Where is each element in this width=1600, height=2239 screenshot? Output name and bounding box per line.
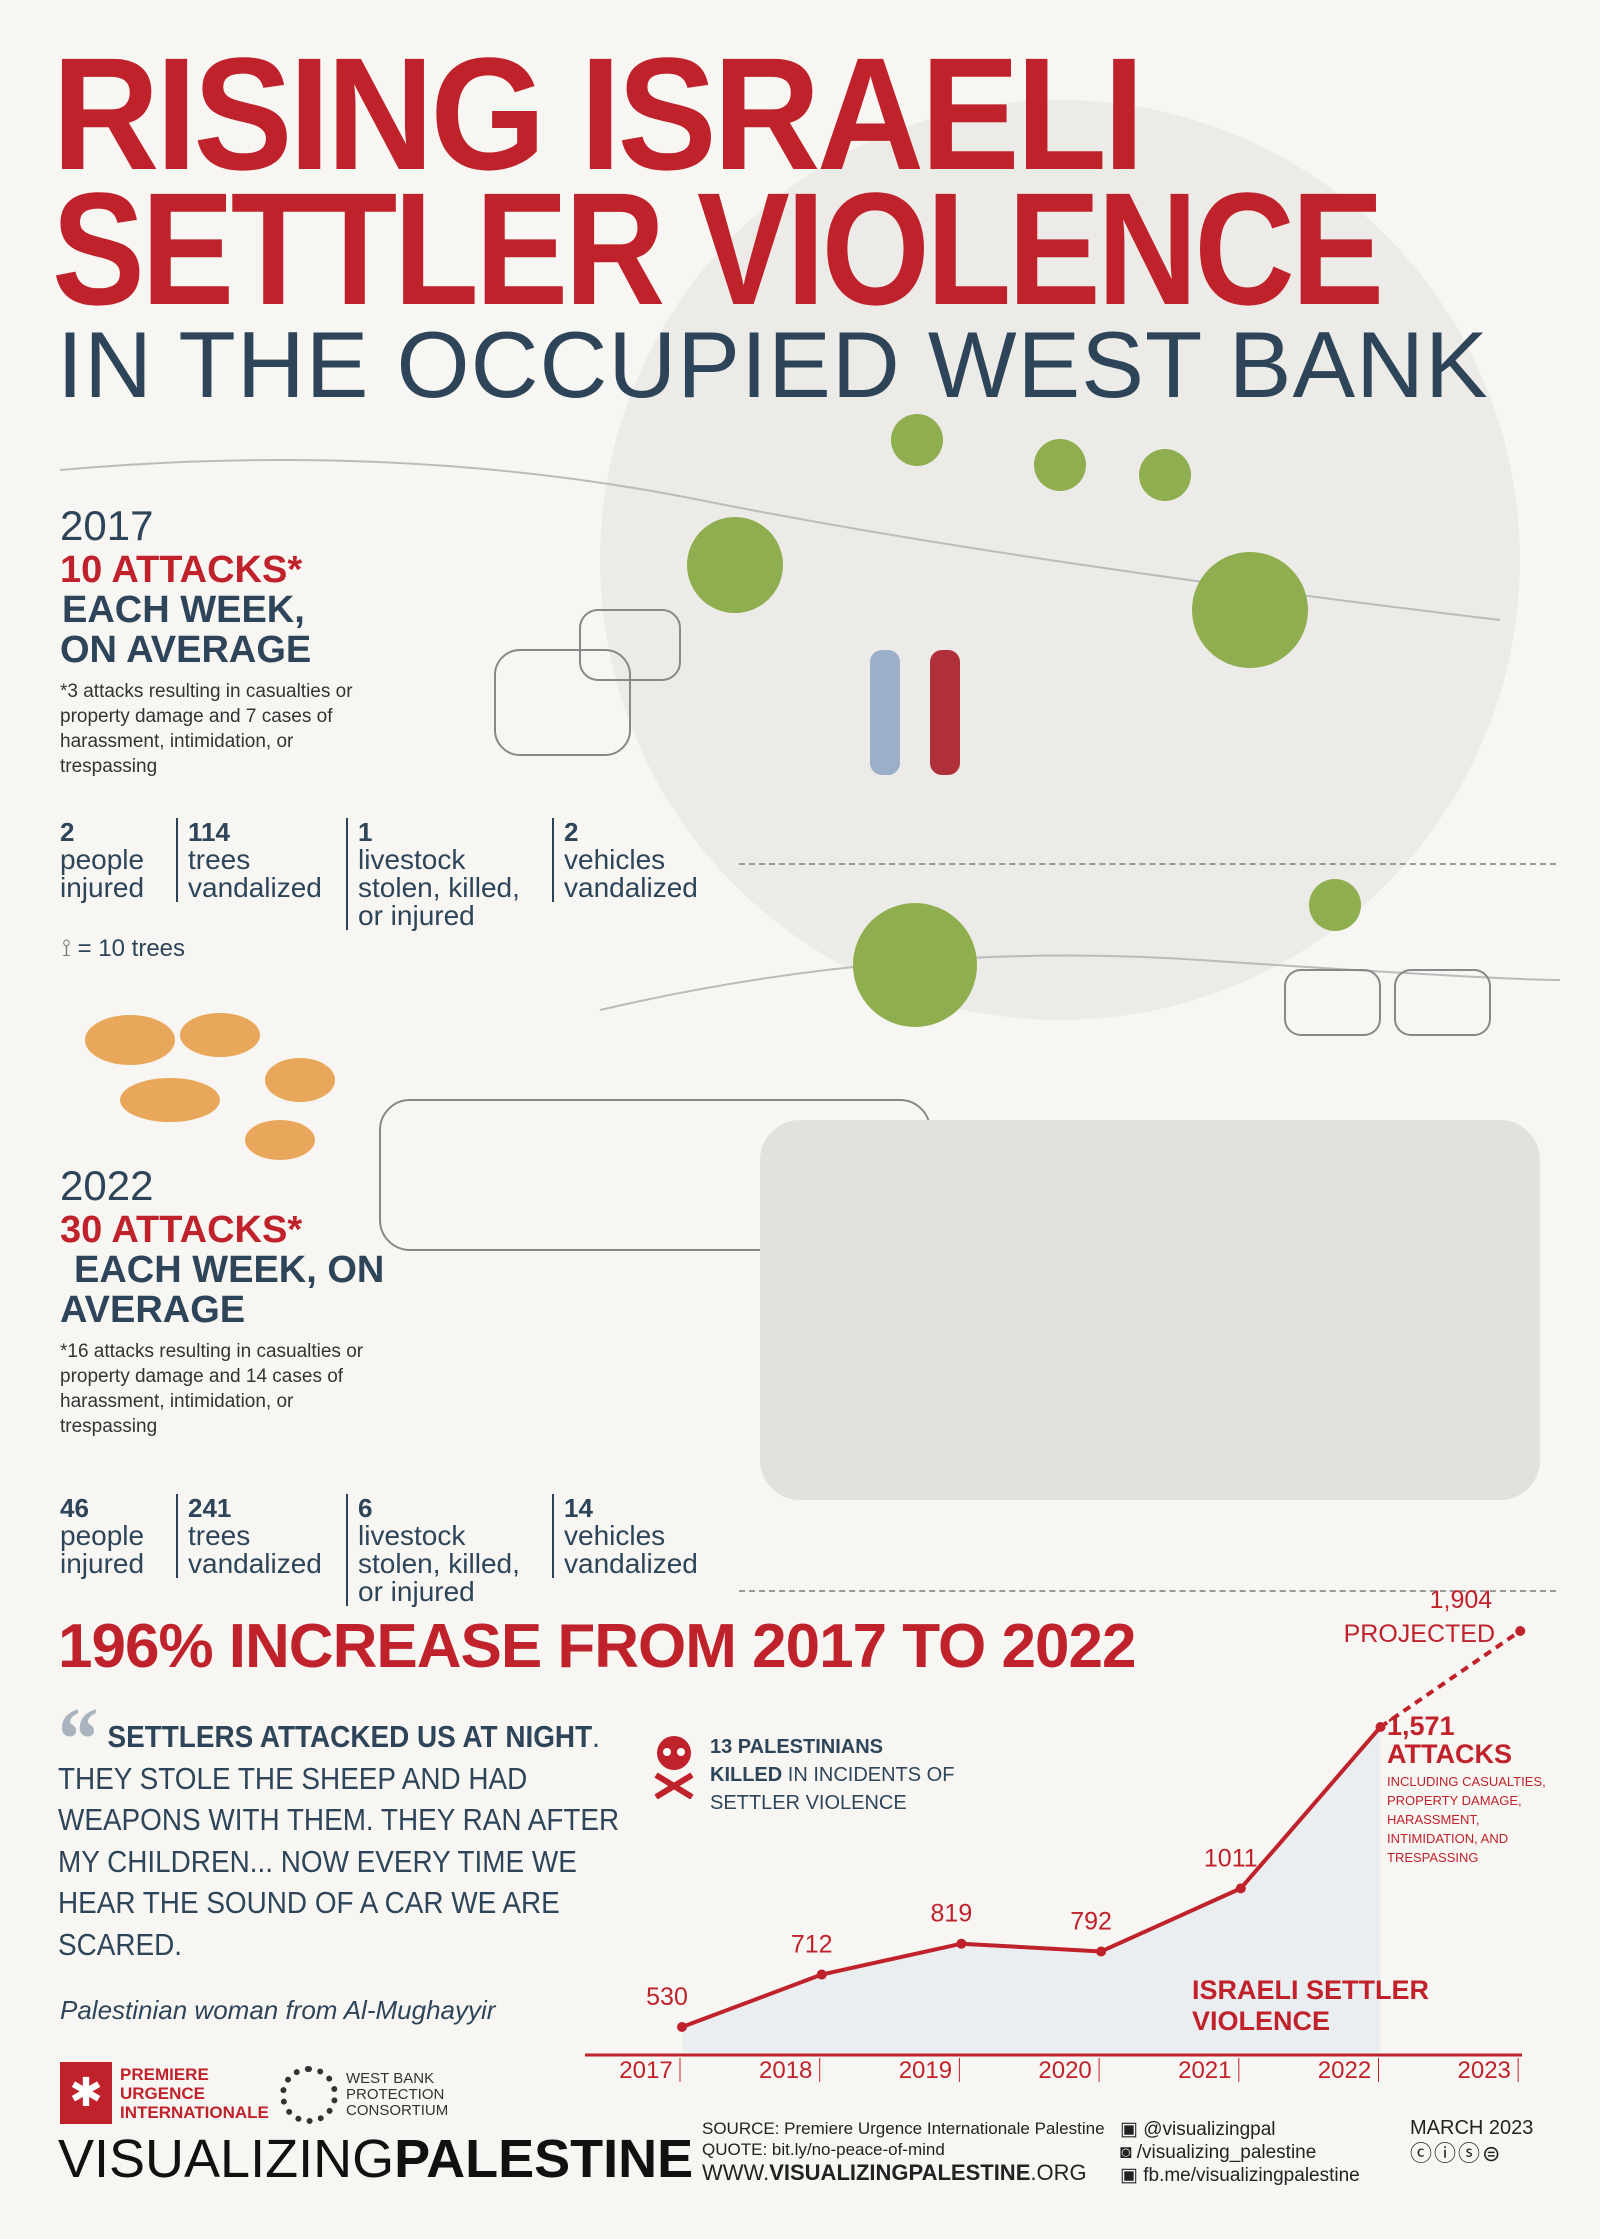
x-tick-label: 2021: [1178, 2057, 1231, 2084]
x-tick-label: 2019: [899, 2057, 952, 2084]
data-point: [1235, 1883, 1246, 1894]
data-point: [1375, 1721, 1386, 1732]
annotation-1571: 1,571 ATTACKS INCLUDING CASUALTIES, PROP…: [1387, 1711, 1546, 1865]
facebook-link[interactable]: ▣ fb.me/visualizingpalestine: [1120, 2165, 1360, 2186]
attacks-2022: 30 ATTACKS*: [60, 1209, 303, 1251]
x-tick-label: 2023: [1458, 2057, 1511, 2084]
data-label: 1011: [1204, 1844, 1258, 1872]
twitter-link[interactable]: ▣ @visualizingpal: [1120, 2119, 1276, 2140]
data-point: [1096, 1946, 1107, 1957]
data-label: 712: [791, 1931, 833, 1959]
cc-license-icons: ⓒⓘⓢ⊜: [1410, 2141, 1503, 2166]
stat-people-injured: 2 people injured: [60, 817, 145, 903]
x-tick-label: 2022: [1318, 2057, 1371, 2084]
attacks-2017: 10 ATTACKS*: [60, 549, 303, 591]
data-point: [677, 2022, 687, 2032]
section-2022: 2022 30 ATTACKS* EACH WEEK, ON AVERAGE *…: [60, 1165, 390, 1439]
year-2017: 2017: [60, 502, 154, 549]
hill-line: [599, 954, 1561, 1011]
data-point: [956, 1938, 967, 1949]
divider: [739, 863, 1556, 865]
title-line-2: SETTLER VIOLENCE: [52, 159, 1384, 338]
each-week-2022-line1: EACH WEEK, ON: [74, 1248, 385, 1291]
people-illustration: [760, 650, 1540, 1500]
wbpc-logo: WEST BANK PROTECTION CONSORTIUM: [280, 2066, 466, 2124]
data-label: 819: [931, 1900, 973, 1928]
series-label: ISRAELI SETTLER VIOLENCE: [1192, 1975, 1430, 2036]
projected-segment: [1379, 1629, 1522, 1729]
line-segment: [961, 1941, 1102, 1954]
chart-area-fill: [682, 1726, 1381, 2055]
line-segment: [1239, 1725, 1383, 1890]
data-label: 530: [646, 1983, 688, 2011]
subtitle: IN THE OCCUPIED WEST BANK: [57, 312, 1489, 417]
medical-star-icon: ✱: [60, 2062, 112, 2124]
data-label: 1,904: [1430, 1586, 1493, 1614]
stat-people-injured: 46 people injured: [60, 1493, 145, 1579]
line-segment: [1100, 1886, 1242, 1954]
dotted-circle-icon: [280, 2066, 338, 2124]
killed-callout: 13 PALESTINIANS KILLED IN INCIDENTS OF S…: [650, 1733, 954, 1817]
increase-headline: 196% INCREASE FROM 2017 TO 2022: [58, 1612, 1136, 1681]
each-week-2017-line1: EACH WEEK,: [62, 588, 305, 631]
trees-legend: ⟟ = 10 trees: [62, 935, 186, 962]
note-2017: *3 attacks resulting in casualties or pr…: [60, 680, 353, 777]
data-point: [1515, 1626, 1526, 1636]
each-week-2017-line2: ON AVERAGE: [60, 628, 312, 671]
note-2022: *16 attacks resulting in casualties or p…: [60, 1340, 364, 1437]
divider: [739, 1590, 1556, 1592]
x-tick-label: 2018: [759, 2057, 812, 2084]
facebook-icon: ▣: [1120, 2165, 1138, 2186]
line-segment: [821, 1941, 962, 1977]
line-segment: [681, 1972, 823, 2029]
instagram-icon: ◙: [1120, 2142, 1132, 2163]
sources: SOURCE: Premiere Urgence Internationale …: [702, 2119, 1105, 2185]
projected-label: PROJECTED: [1343, 1620, 1495, 1648]
each-week-2022-line2: AVERAGE: [60, 1288, 246, 1331]
data-point: [816, 1969, 827, 1980]
stat-vehicles: 14 vehicles vandalized: [552, 1494, 722, 1578]
x-tick-label: 2017: [619, 2057, 672, 2084]
visualizing-palestine-logo: VISUALIZINGPALESTINE: [58, 2129, 694, 2189]
skull-crossbones-icon: [654, 1736, 694, 1799]
quote: “SETTLERS ATTACKED US AT NIGHT. THEY STO…: [58, 1690, 620, 1962]
year-2022: 2022: [60, 1162, 154, 1209]
social-links: ▣ @visualizingpal ◙ /visualizing_palesti…: [1120, 2118, 1360, 2187]
x-tick-label: 2020: [1038, 2057, 1091, 2084]
background-circle: [600, 100, 1520, 1020]
tree-stump-icon: ⟟: [62, 935, 71, 962]
section-2017: 2017 10 ATTACKS* EACH WEEK, ON AVERAGE *…: [60, 505, 390, 779]
twitter-icon: ▣: [1120, 2119, 1138, 2140]
quote-attribution: Palestinian woman from Al-Mughayyir: [60, 1995, 496, 2025]
stat-trees: 241 trees vandalized: [176, 1494, 336, 1578]
website-link[interactable]: WWW.VISUALIZINGPALESTINE.ORG: [702, 2160, 1087, 2185]
sheep-illustration: [85, 1013, 335, 1160]
stat-livestock: 6 livestock stolen, killed, or injured: [346, 1494, 546, 1606]
pui-logo: ✱ PREMIERE URGENCE INTERNATIONALE: [60, 2062, 269, 2124]
trees-illustration: [687, 414, 1361, 1027]
stat-livestock: 1 livestock stolen, killed, or injured: [346, 818, 546, 930]
title-line-1: RISING ISRAELI: [52, 24, 1145, 203]
instagram-link[interactable]: ◙ /visualizing_palestine: [1120, 2142, 1317, 2163]
data-label: 792: [1070, 1907, 1112, 1935]
date-license: MARCH 2023 ⓒⓘⓢ⊜: [1410, 2117, 1534, 2166]
stat-vehicles: 2 vehicles vandalized: [552, 818, 722, 902]
stat-trees: 114 trees vandalized: [176, 818, 336, 902]
